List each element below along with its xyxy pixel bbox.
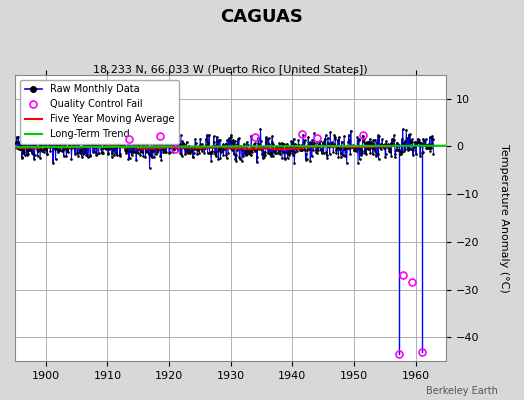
Title: 18.233 N, 66.033 W (Puerto Rico [United States]): 18.233 N, 66.033 W (Puerto Rico [United … (93, 64, 368, 74)
Text: Berkeley Earth: Berkeley Earth (426, 386, 498, 396)
Legend: Raw Monthly Data, Quality Control Fail, Five Year Moving Average, Long-Term Tren: Raw Monthly Data, Quality Control Fail, … (20, 80, 179, 144)
Text: CAGUAS: CAGUAS (221, 8, 303, 26)
Y-axis label: Temperature Anomaly (°C): Temperature Anomaly (°C) (499, 144, 509, 292)
